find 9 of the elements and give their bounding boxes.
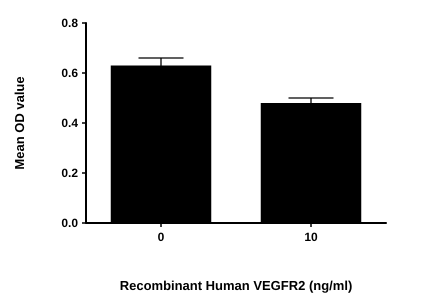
x-tick-label: 10 xyxy=(304,230,318,244)
y-axis-title: Mean OD value xyxy=(12,76,27,170)
y-tick-label: 0.6 xyxy=(61,66,78,80)
y-tick-label: 0.0 xyxy=(61,216,78,230)
x-axis-title: Recombinant Human VEGFR2 (ng/ml) xyxy=(120,278,352,293)
y-tick-label: 0.4 xyxy=(61,116,78,130)
y-tick-label: 0.2 xyxy=(61,166,78,180)
y-tick-label: 0.8 xyxy=(61,16,78,30)
x-tick-label: 0 xyxy=(158,230,165,244)
